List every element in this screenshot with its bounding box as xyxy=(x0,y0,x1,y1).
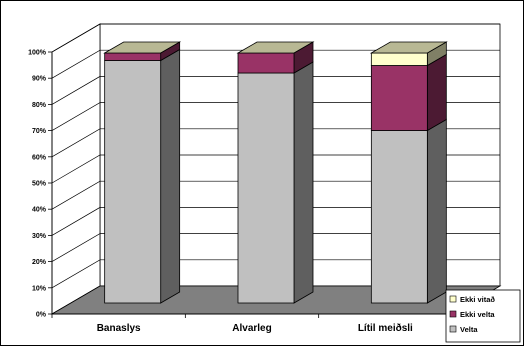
bar-ekki-velta xyxy=(237,52,295,74)
legend: Ekki vitað Ekki velta Velta xyxy=(445,289,521,343)
x-tick-label: Lítil meiðsli xyxy=(358,322,413,334)
bar-side-velta xyxy=(426,118,447,304)
y-tick-label: 30% xyxy=(32,233,47,240)
gridline xyxy=(51,259,500,289)
y-tick-label: 0% xyxy=(36,312,47,319)
legend-label: Velta xyxy=(460,325,478,334)
gridline xyxy=(51,180,500,210)
gridline xyxy=(51,76,500,105)
legend-swatch xyxy=(449,310,457,318)
bar-velta xyxy=(104,60,162,304)
y-tick-label: 80% xyxy=(32,102,47,109)
bar-top xyxy=(369,41,448,54)
legend-swatch xyxy=(449,325,457,333)
gridline xyxy=(51,49,500,79)
y-tick-label: 70% xyxy=(32,128,47,135)
bar-top xyxy=(236,41,315,54)
y-tick-label: 50% xyxy=(32,181,47,188)
bar-side-velta xyxy=(293,61,314,304)
bar-ekki-vita- xyxy=(370,52,428,66)
y-tick-label: 90% xyxy=(32,76,47,83)
gridline xyxy=(51,23,500,53)
bar-velta xyxy=(370,130,428,304)
bar-top xyxy=(103,41,182,54)
legend-swatch xyxy=(449,295,457,303)
gridline xyxy=(51,207,500,236)
legend-box xyxy=(445,289,521,343)
bar-ekki-velta xyxy=(370,65,428,131)
gridline xyxy=(51,154,500,184)
legend-label: Ekki vitað xyxy=(460,295,495,304)
bar-velta xyxy=(237,72,295,304)
y-tick-label: 100% xyxy=(28,50,47,57)
x-tick-label: Alvarleg xyxy=(232,323,271,334)
legend-label: Ekki velta xyxy=(460,310,495,319)
gridline xyxy=(51,102,500,131)
x-tick-label: Banaslys xyxy=(97,323,141,334)
y-tick-label: 20% xyxy=(32,259,47,266)
y-tick-label: 40% xyxy=(32,207,47,214)
y-axis: 0% 10% 20% 30% 40% 50% 60% 70% 80% 90% 100% xyxy=(28,50,53,319)
x-axis: Banaslys Alvarleg Lítil meiðsli xyxy=(51,313,453,334)
gridline xyxy=(51,233,500,262)
bar-ekki-velta xyxy=(104,52,162,61)
y-tick-label: 60% xyxy=(32,154,47,161)
gridline xyxy=(51,128,500,158)
bars xyxy=(103,41,448,304)
y-tick-label: 10% xyxy=(32,285,47,292)
bar-side-velta xyxy=(160,48,181,304)
bar-side-ekki-velta xyxy=(426,53,447,132)
